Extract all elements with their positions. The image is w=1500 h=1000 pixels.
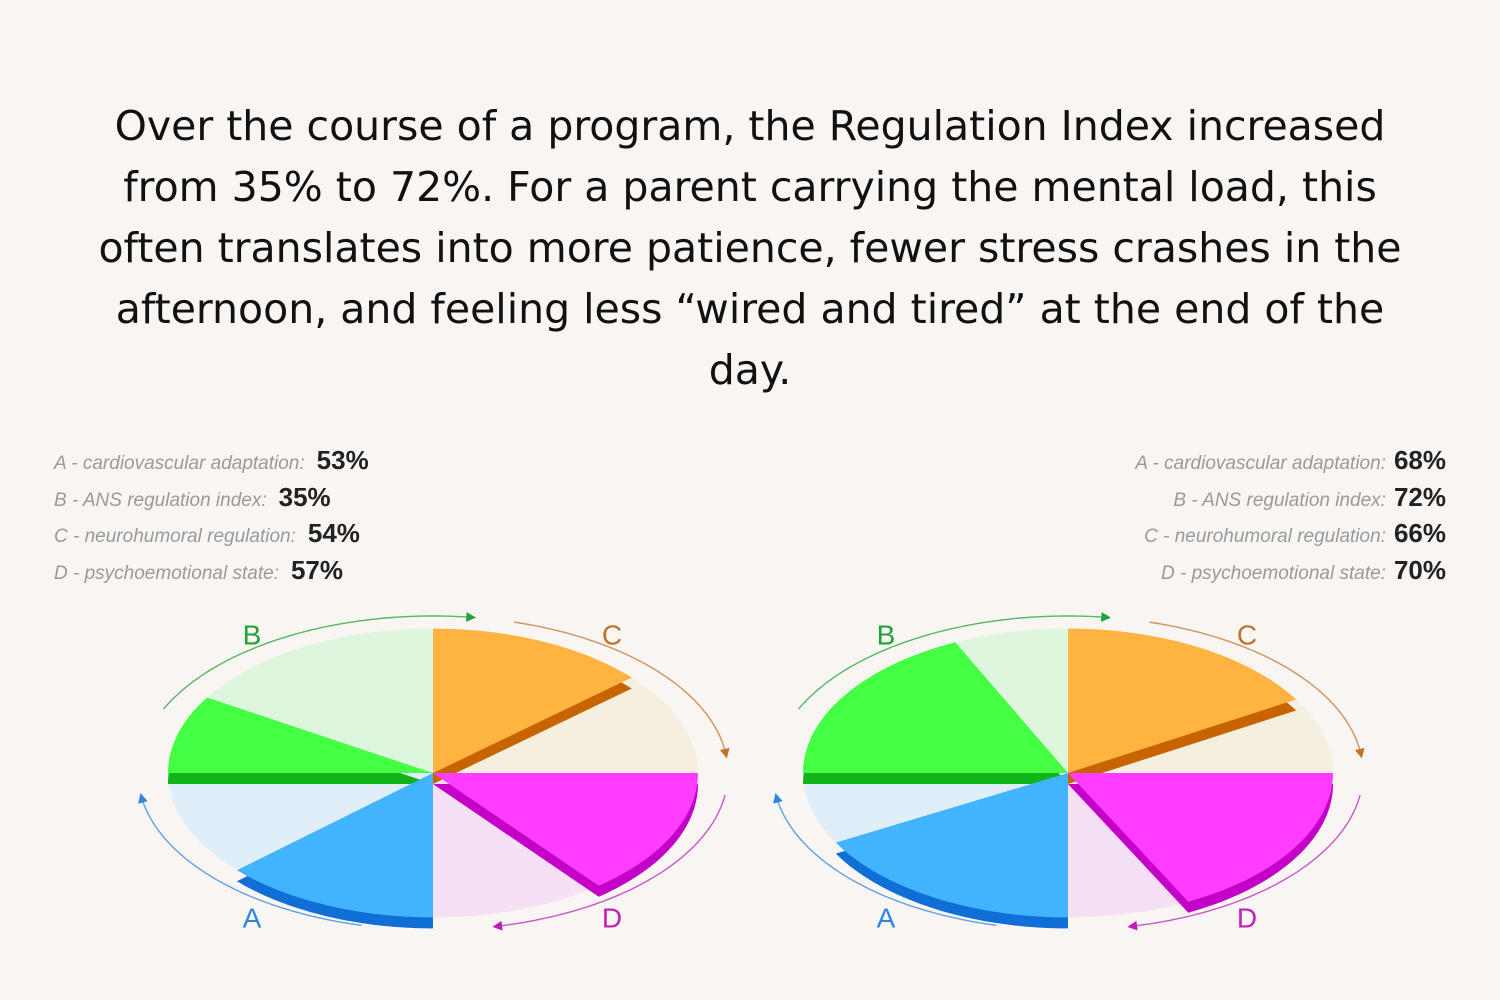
radial-chart-after: A B C D [773, 612, 1365, 933]
legend-label: A - cardiovascular adaptation: [54, 453, 305, 474]
legend-item-b: B - ANS regulation index: 72% [1135, 481, 1446, 518]
rim-arrow-c [1149, 621, 1365, 759]
legend-after: A - cardiovascular adaptation: 68% B - AN… [1135, 444, 1446, 590]
rim-arrow-d [1127, 794, 1361, 931]
legend-label: B - ANS regulation index: [1173, 489, 1386, 511]
legend-label: C - neurohumoral regulation: [1144, 526, 1386, 547]
legend-value: 57% [290, 554, 343, 585]
category-label-b: B [877, 619, 896, 650]
category-label-a: A [877, 902, 896, 933]
rim-arrow-a [773, 793, 997, 926]
legend-value: 68% [1393, 445, 1446, 475]
headline: Over the course of a program, the Regula… [98, 102, 1402, 394]
legend-label: D - psychoemotional state: [1161, 562, 1386, 584]
wedge-a [835, 773, 1068, 918]
radial-chart-before: A B C D [138, 612, 730, 933]
legend-item-a: A - cardiovascular adaptation: 53% [54, 444, 369, 481]
category-label-c: C [1237, 619, 1257, 650]
category-label-d: D [602, 902, 622, 933]
legend-before: A - cardiovascular adaptation: 53% B - AN… [54, 444, 369, 590]
category-label-c: C [602, 619, 622, 650]
category-label-b: B [243, 619, 262, 650]
wedge-c [433, 628, 632, 773]
rim-arrow-d [492, 794, 726, 931]
wedge-d [433, 773, 698, 886]
rim-arrow-b [797, 612, 1112, 710]
legend-value: 72% [1393, 481, 1446, 512]
legend-item-a: A - cardiovascular adaptation: 68% [1135, 444, 1446, 481]
legend-value: 54% [307, 518, 360, 548]
legend-item-c: C - neurohumoral regulation: 66% [1135, 517, 1446, 554]
rim-arrow-b [162, 612, 477, 710]
category-label-a: A [243, 902, 262, 933]
wedge-b [168, 697, 433, 773]
legend-label: C - neurohumoral regulation: [54, 526, 296, 547]
legend-value: 70% [1393, 554, 1446, 585]
legend-label: D - psychoemotional state: [54, 562, 279, 584]
wedge-d [1068, 773, 1333, 902]
legend-item-d: D - psychoemotional state: 70% [1135, 554, 1446, 591]
wedge-a [237, 773, 433, 918]
legend-label: A - cardiovascular adaptation: [1135, 453, 1386, 474]
legend-item-d: D - psychoemotional state: 57% [54, 554, 369, 591]
legend-value: 66% [1393, 518, 1446, 548]
wedge-b [803, 642, 1068, 773]
legend-value: 35% [278, 481, 331, 512]
category-label-d: D [1237, 902, 1257, 933]
legend-value: 53% [316, 445, 369, 475]
rim-arrow-a [138, 793, 362, 926]
rim-arrow-c [514, 621, 730, 759]
wedge-c [1068, 628, 1297, 773]
legend-label: B - ANS regulation index: [54, 489, 267, 511]
legend-item-b: B - ANS regulation index: 35% [54, 481, 369, 518]
legend-item-c: C - neurohumoral regulation: 54% [54, 517, 369, 554]
